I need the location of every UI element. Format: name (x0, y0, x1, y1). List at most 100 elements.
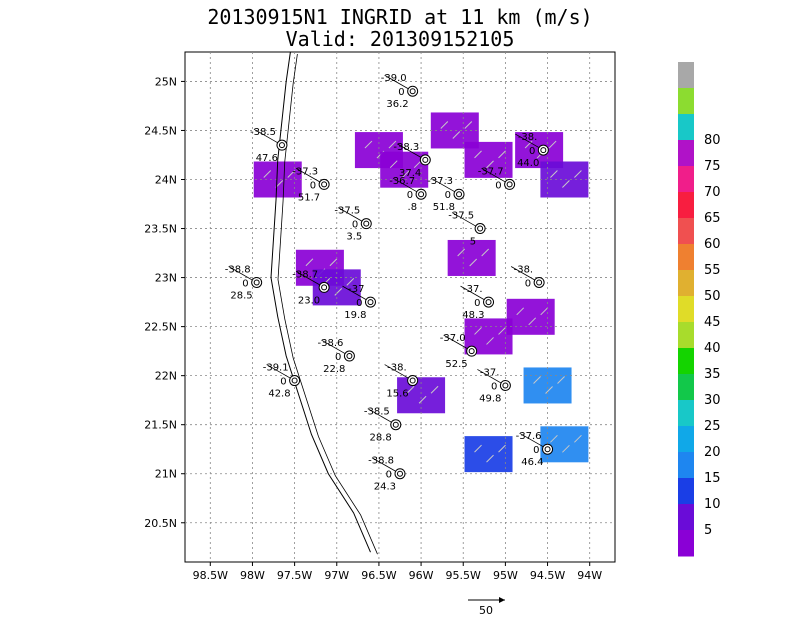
station-marker-inner (418, 191, 425, 198)
station-top-label: -37.0 (440, 333, 466, 344)
y-tick-label: 25N (155, 75, 177, 88)
station-marker-outer (394, 468, 406, 480)
station-marker-outer (466, 345, 478, 357)
wind-scale-arrowhead (499, 597, 505, 603)
y-tick-label: 22N (155, 370, 177, 383)
station-points: -39.0036.2-38.547.6-38.337.4-38.044.0-37… (225, 73, 554, 493)
wind-cell (506, 298, 555, 335)
station-marker-outer (407, 85, 419, 97)
colorbar-swatch (678, 140, 694, 167)
y-tick-label: 24.5N (144, 124, 177, 137)
colorbar-label: 5 (704, 523, 712, 538)
station-marker-outer (499, 379, 511, 391)
station-mid-label: 0 (280, 377, 286, 388)
chart-subtitle: Valid: 201309152105 (286, 27, 515, 51)
x-tick-label: 98W (240, 569, 265, 582)
colorbar-label: 35 (704, 367, 721, 382)
station-mid-label: 0 (529, 146, 535, 157)
station-marker-inner (409, 377, 416, 384)
station-top-label: -39.1 (263, 363, 289, 374)
y-tick-label: 23.5N (144, 223, 177, 236)
x-tick-label: 96.5W (361, 569, 396, 582)
station-point: -38.3 37.4 (393, 142, 431, 179)
station-mid-label: 0 (352, 220, 358, 231)
station-marker-outer (419, 154, 431, 166)
station-bottom-label: .8 (408, 202, 418, 213)
station-marker-inner (253, 279, 260, 286)
colorbar-swatch (678, 166, 694, 193)
station-mid-label: 0 (491, 381, 497, 392)
station-point: -38.6 022.8 (318, 338, 355, 375)
station-marker-inner (544, 446, 551, 453)
station-marker-outer (504, 178, 516, 190)
colorbar-label: 50 (704, 289, 721, 304)
station-bottom-label: 5 (470, 237, 476, 248)
x-tick-label: 97.5W (277, 569, 312, 582)
station-marker-outer (542, 443, 554, 455)
station-top-label: -37.5 (448, 211, 474, 222)
x-tick-label: 94.5W (530, 569, 565, 582)
station-marker-inner (502, 382, 509, 389)
station-top-label: -38. (514, 264, 534, 275)
station-bottom-label: 22.8 (323, 364, 345, 375)
station-point: -37.5 03.5 (334, 206, 372, 243)
station-top-label: -37 (348, 284, 364, 295)
colorbar: 5 10 15 20 25 30 35 40 45 50 55 60 65 70 75 80 (678, 62, 721, 557)
station-mid-label: 0 (356, 298, 362, 309)
colorbar-swatch (678, 348, 694, 375)
colorbar-label: 75 (704, 159, 721, 174)
colorbar-label: 65 (704, 211, 721, 226)
station-top-label: -38. (518, 132, 538, 143)
station-point: -37.7 0 (478, 166, 516, 191)
station-marker-outer (474, 223, 486, 235)
station-marker-outer (289, 375, 301, 387)
colorbar-swatch (678, 322, 694, 349)
station-mid-label: 0 (386, 470, 392, 481)
station-bottom-label: 48.3 (462, 310, 484, 321)
station-bottom-label: 51.7 (298, 192, 320, 203)
station-top-label: -38.8 (368, 456, 394, 467)
colorbar-swatch (678, 192, 694, 219)
chart-title: 20130915N1 INGRID at 11 km (m/s) (207, 5, 592, 29)
station-point: -37.6 046.4 (516, 431, 554, 468)
coastline-inner-line (277, 53, 378, 555)
x-tick-label: 96W (409, 569, 434, 582)
station-bottom-label: 47.6 (256, 153, 278, 164)
station-top-label: -38.5 (250, 127, 276, 138)
colorbar-swatch (678, 244, 694, 271)
x-tick-label: 98.5W (193, 569, 228, 582)
station-marker-outer (318, 178, 330, 190)
station-bottom-label: 28.8 (370, 433, 392, 444)
station-mid-label: 0 (398, 87, 404, 98)
station-marker-outer (415, 188, 427, 200)
station-point: -37.0 52.5 (440, 333, 478, 370)
station-mid-label: 0 (474, 298, 480, 309)
x-tick-label: 95.5W (446, 569, 481, 582)
station-point: -38.5 28.8 (364, 407, 402, 444)
station-point: -38.8 024.3 (368, 456, 406, 493)
station-bottom-label: 36.2 (386, 99, 408, 110)
station-marker-inner (392, 421, 399, 428)
station-point: -39.0 036.2 (381, 73, 419, 110)
station-bottom-label: 52.5 (445, 359, 467, 370)
station-marker-inner (485, 299, 492, 306)
coastline (270, 51, 378, 555)
station-marker-inner (278, 142, 285, 149)
station-mid-label: 0 (335, 352, 341, 363)
colorbar-label: 40 (704, 341, 721, 356)
station-top-label: -37.7 (478, 166, 504, 177)
station-mid-label: 0 (310, 180, 316, 191)
station-top-label: -37.3 (292, 166, 318, 177)
station-top-label: -37.5 (334, 206, 360, 217)
colorbar-swatch (678, 452, 694, 479)
y-tick-label: 20.5N (144, 517, 177, 530)
station-bottom-label: 46.4 (521, 457, 543, 468)
x-tick-label: 94W (577, 569, 602, 582)
station-marker-inner (540, 147, 547, 154)
station-bottom-label: 44.0 (517, 158, 539, 169)
station-point: -39.1 042.8 (263, 363, 301, 400)
station-top-label: -38.8 (225, 264, 251, 275)
colorbar-swatch (678, 114, 694, 141)
station-point: -37 019.8 (342, 284, 376, 321)
